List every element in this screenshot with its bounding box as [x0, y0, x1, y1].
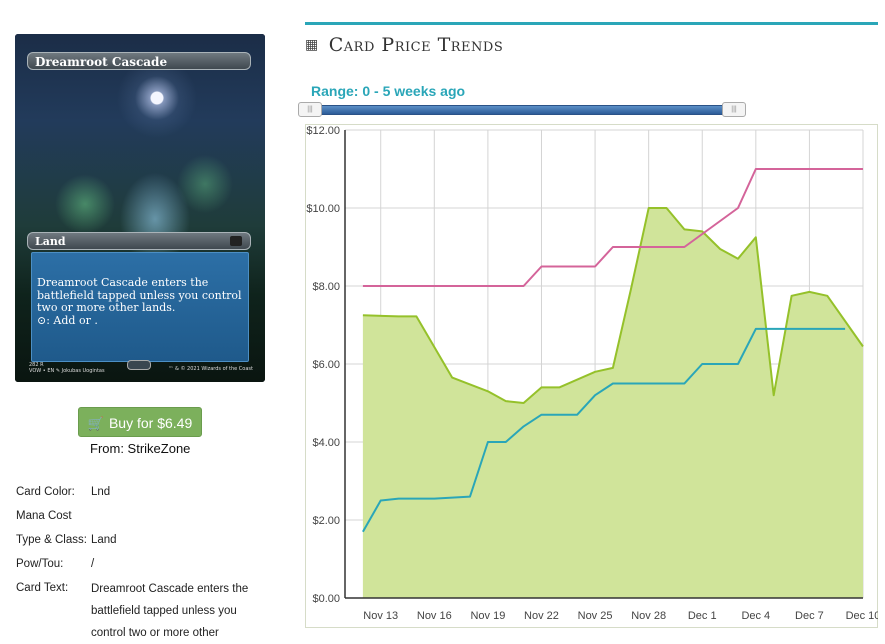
card-image: Dreamroot Cascade Land Dreamroot Cascade…: [15, 34, 265, 382]
y-tick-label: $2.00: [312, 515, 340, 527]
card-name: Dreamroot Cascade: [35, 55, 168, 69]
section-divider: [305, 22, 878, 25]
card-rules-text: Dreamroot Cascade enters the battlefield…: [37, 276, 242, 314]
x-tick-label: Nov 19: [470, 610, 505, 622]
detail-value: /: [91, 558, 95, 570]
buy-button[interactable]: 🛒 Buy for $6.49: [78, 407, 202, 437]
detail-row: Card Text: Dreamroot Cascade enters the …: [16, 582, 276, 639]
section-title: ▦ Card Price Trends: [305, 34, 503, 56]
card-footer: 282 R VOW • EN ✎ Jokubas Uogintas ™ & © …: [29, 362, 253, 376]
x-tick-label: Nov 25: [578, 610, 613, 622]
y-tick-label: $12.00: [306, 125, 340, 137]
detail-row: Card Color: Lnd: [16, 486, 276, 510]
card-copyright: ™ & © 2021 Wizards of the Coast: [168, 366, 253, 372]
card-title-bar: Dreamroot Cascade: [27, 52, 251, 70]
card-rarity: R: [40, 362, 44, 368]
detail-value: Dreamroot Cascade enters the battlefield…: [91, 583, 249, 639]
range-slider-track[interactable]: [304, 105, 742, 115]
card-text-box: Dreamroot Cascade enters the battlefield…: [31, 252, 249, 362]
detail-value: Lnd: [91, 486, 111, 498]
card-bottom-emblem: [127, 360, 151, 370]
y-tick-label: $6.00: [312, 359, 340, 371]
x-tick-label: Nov 16: [417, 610, 452, 622]
range-slider[interactable]: ||| |||: [298, 102, 746, 117]
shopping-cart-icon: 🛒: [87, 416, 104, 431]
x-tick-label: Dec 4: [741, 610, 770, 622]
card-artist: Jokubas Uogintas: [61, 368, 105, 374]
calendar-icon: ▦: [305, 37, 319, 53]
section-title-text: Card Price Trends: [328, 34, 504, 56]
seller-label: From: StrikeZone: [90, 441, 191, 456]
detail-row: Pow/Tou: /: [16, 558, 276, 582]
range-slider-end-handle[interactable]: |||: [722, 102, 746, 117]
buy-button-label: Buy for $6.49: [108, 415, 193, 431]
card-set-lang: VOW • EN: [29, 368, 55, 374]
y-tick-label: $8.00: [312, 281, 340, 293]
detail-label: Card Text:: [16, 582, 69, 594]
range-slider-start-handle[interactable]: |||: [298, 102, 322, 117]
card-type-line: Land: [35, 235, 66, 248]
detail-label: Type & Class:: [16, 534, 87, 546]
brush-icon: ✎: [55, 368, 61, 374]
y-tick-label: $0.00: [312, 593, 340, 605]
pink-price-line: [362, 168, 863, 287]
detail-label: Mana Cost: [16, 510, 72, 522]
price-chart: $0.00 $2.00 $4.00 $6.00 $8.00 $10.00 $12.00 Nov…: [305, 124, 880, 628]
detail-label: Pow/Tou:: [16, 558, 64, 570]
set-symbol-icon: [230, 236, 242, 246]
price-area-line: [362, 207, 864, 404]
card-collector-number: 282: [29, 362, 39, 368]
range-label: Range: 0 - 5 weeks ago: [311, 83, 466, 99]
x-tick-label: Nov 22: [524, 610, 559, 622]
y-tick-label: $10.00: [306, 203, 340, 215]
x-tick-label: Nov 28: [631, 610, 666, 622]
x-tick-label: Nov 13: [363, 610, 398, 622]
detail-label: Card Color:: [16, 486, 75, 498]
detail-value: Land: [91, 534, 117, 546]
detail-row: Type & Class: Land: [16, 534, 276, 558]
tap-symbol-icon: ⊙: [37, 313, 47, 327]
x-tick-label: Dec 10: [846, 610, 878, 622]
card-mana-ability: ⊙: Add or .: [37, 313, 98, 327]
price-area-fill: [362, 208, 863, 598]
detail-row: Mana Cost: [16, 510, 276, 534]
x-tick-label: Dec 1: [688, 610, 717, 622]
card-type-bar: Land: [27, 232, 251, 250]
teal-price-line: [362, 327, 846, 533]
card-details: Card Color: Lnd Mana Cost Type & Class: …: [16, 486, 276, 639]
x-tick-label: Dec 7: [795, 610, 824, 622]
y-tick-label: $4.00: [312, 437, 340, 449]
price-chart-svg: $0.00 $2.00 $4.00 $6.00 $8.00 $10.00 $12.00 Nov…: [305, 124, 880, 628]
